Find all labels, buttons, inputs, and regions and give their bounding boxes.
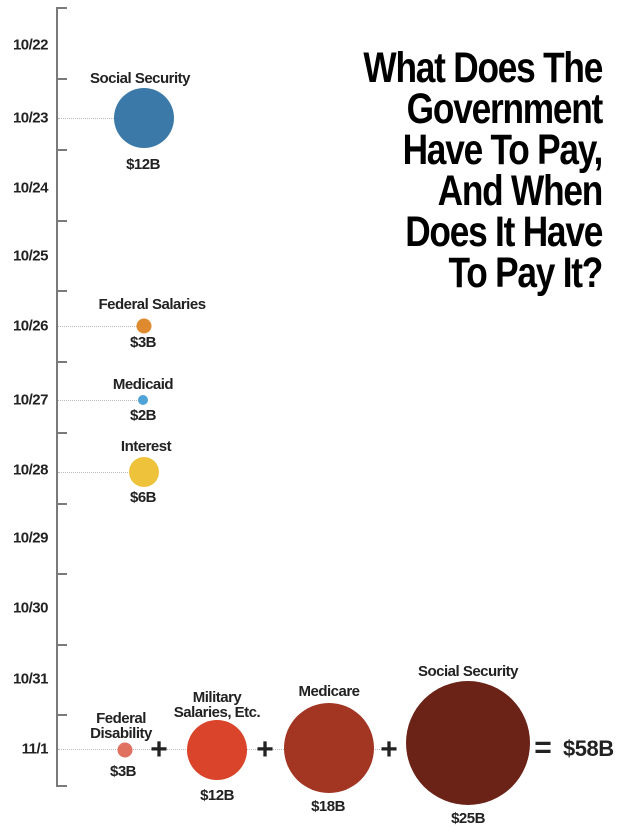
- date-label: 10/30: [12, 599, 49, 617]
- axis-tick: [56, 78, 67, 80]
- bubble-social-security-1023: [114, 88, 174, 148]
- date-label: 10/24: [12, 179, 49, 197]
- guide-line: [58, 118, 116, 119]
- date-label: 10/26: [12, 317, 49, 335]
- axis-tick: [56, 432, 67, 434]
- date-label: 11/1: [21, 740, 49, 758]
- date-label: 10/25: [12, 247, 49, 265]
- axis-tick: [56, 361, 67, 363]
- bubble-label: Medicaid: [112, 376, 174, 393]
- title-line: What Does The: [363, 44, 603, 92]
- date-label: 10/22: [12, 36, 49, 54]
- date-label: 10/31: [12, 670, 49, 688]
- plus-icon: +: [256, 733, 274, 766]
- date-label: 10/23: [12, 109, 49, 127]
- title-line: Government: [406, 85, 604, 133]
- title-line: Have To Pay,: [402, 126, 603, 174]
- title-line: To Pay It?: [448, 249, 603, 297]
- bubble-value: $12B: [200, 787, 234, 804]
- date-axis: [56, 8, 58, 786]
- bubble-label: Federal Salaries: [98, 296, 206, 313]
- bubble-label: Medicare: [298, 683, 360, 700]
- bubble-value: $3B: [129, 334, 157, 351]
- axis-tick: [56, 7, 67, 9]
- axis-tick: [56, 785, 67, 787]
- axis-tick: [56, 573, 67, 575]
- bubble-label: Federal Disability: [90, 710, 152, 742]
- bubble-federal-salaries: [136, 318, 152, 334]
- axis-tick: [56, 503, 67, 505]
- axis-tick: [56, 644, 67, 646]
- bubble-interest: [129, 457, 159, 487]
- chart-title: What Does The Government Have To Pay, An…: [363, 44, 604, 297]
- bubble-label: Military Salaries, Etc.: [173, 689, 261, 721]
- total-value: $58B: [563, 736, 614, 761]
- bubble-label: Social Security: [89, 70, 191, 87]
- date-label: 10/27: [12, 391, 49, 409]
- bubble-label: Social Security: [417, 663, 519, 680]
- bubble-military-salaries: [187, 720, 247, 780]
- bubble-federal-disability: [117, 742, 133, 758]
- bubble-value: $2B: [129, 407, 157, 424]
- axis-tick: [56, 290, 67, 292]
- bubble-value: $25B: [451, 810, 485, 827]
- bubble-social-security-1101: [406, 681, 530, 805]
- axis-tick: [56, 220, 67, 222]
- guide-line: [58, 326, 143, 327]
- plus-icon: +: [150, 733, 168, 766]
- bubble-medicare: [284, 703, 374, 793]
- title-line: Does It Have: [405, 208, 603, 256]
- axis-tick: [56, 149, 67, 151]
- bubble-value: $12B: [126, 156, 160, 173]
- date-label: 10/29: [12, 529, 49, 547]
- bubble-value: $18B: [311, 798, 345, 815]
- date-label: 10/28: [12, 461, 49, 479]
- guide-line: [58, 472, 138, 473]
- axis-tick: [56, 714, 67, 716]
- bubble-label: Interest: [120, 438, 172, 455]
- plus-icon: +: [380, 733, 398, 766]
- bubble-value: $3B: [109, 763, 137, 780]
- bubble-medicaid: [138, 395, 148, 405]
- guide-line: [58, 400, 143, 401]
- title-line: And When: [437, 167, 604, 215]
- equals-icon: =: [534, 731, 552, 764]
- bubble-value: $6B: [129, 489, 157, 506]
